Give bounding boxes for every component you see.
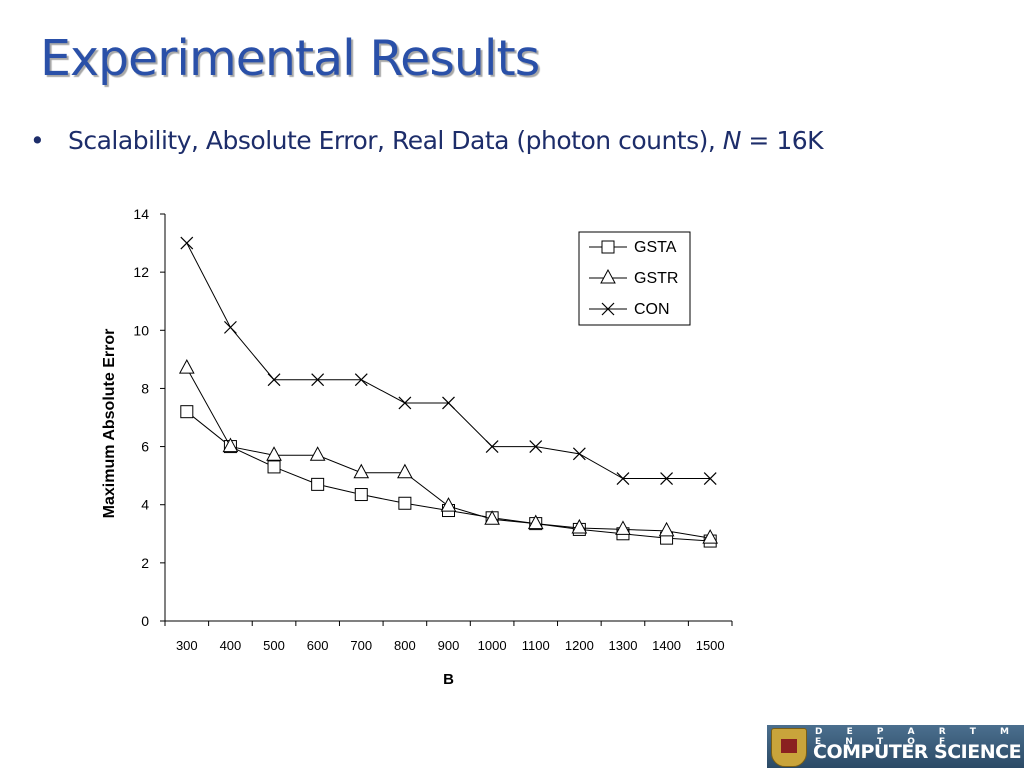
cross-stroke [529, 440, 543, 453]
data-point-gsta [180, 405, 194, 419]
data-point-gsta [398, 496, 412, 510]
data-point-gsta [311, 477, 325, 491]
data-point-gstr [527, 514, 544, 530]
cross-stroke [442, 396, 455, 410]
data-point-gstr [440, 497, 457, 512]
y-tick-label: 6 [141, 439, 149, 455]
cross-stroke [660, 472, 674, 485]
cross-stroke [223, 320, 237, 334]
y-tick-label: 0 [141, 613, 149, 629]
cross-stroke [616, 472, 630, 485]
bullet-symbol: • [30, 126, 45, 155]
chart-legend: GSTA GSTR CON [578, 231, 691, 326]
y-tick-label: 4 [141, 497, 149, 513]
data-point-gstr [615, 520, 631, 535]
data-point-gstr [484, 510, 500, 525]
y-tick-label: 12 [133, 264, 149, 280]
series-con [180, 236, 717, 485]
cross-stroke [485, 440, 499, 453]
cross-stroke [180, 236, 194, 250]
cross-stroke [703, 472, 717, 485]
cross-stroke [572, 447, 586, 461]
data-point-gstr [178, 359, 195, 374]
data-point-gsta [267, 460, 281, 474]
legend-label-gstr: GSTR [634, 270, 678, 287]
x-tick-label: 1000 [478, 638, 507, 653]
legend-marker-gstr [600, 268, 616, 284]
bullet-text-end: = 16K [740, 126, 824, 155]
cross-stroke [601, 302, 615, 316]
data-point-gstr [309, 446, 326, 461]
slide-title: Experimental Results [40, 30, 540, 87]
x-tick-label: 700 [350, 638, 372, 653]
y-axis-title: Maximum Absolute Error [101, 329, 118, 519]
x-tick-label: 1400 [652, 638, 681, 653]
department-logo: D E P A R T M E N T O F COMPUTER SCIENCE [767, 725, 1024, 768]
legend-marker-con [601, 302, 615, 316]
legend-marker-gsta [601, 240, 615, 254]
x-tick-label: 900 [438, 638, 460, 653]
data-point-con [485, 440, 499, 453]
series-gstr [178, 359, 719, 544]
x-tick-label: 1500 [696, 638, 725, 653]
x-axis-title: B [443, 671, 454, 688]
data-point-gstr [266, 446, 282, 461]
y-tick-label: 10 [133, 322, 149, 338]
x-tick-label: 600 [307, 638, 329, 653]
series-line-gsta [186, 411, 711, 542]
data-point-con [311, 373, 325, 387]
data-point-con [572, 447, 586, 461]
university-crest-icon [771, 728, 807, 767]
cross-stroke [354, 373, 368, 387]
data-point-con [529, 440, 543, 453]
data-point-con [703, 472, 717, 485]
cross-stroke [267, 373, 281, 387]
x-tick-label: 1300 [609, 638, 638, 653]
data-point-gstr [658, 521, 675, 537]
x-tick-label: 400 [220, 638, 242, 653]
cross-stroke [398, 396, 412, 410]
bullet-italic-n: N [722, 126, 742, 155]
y-tick-label: 14 [133, 206, 149, 222]
x-tick-label: 300 [176, 638, 198, 653]
data-point-gstr [397, 463, 413, 479]
logo-department-text: D E P A R T M E N T O F [815, 727, 1020, 747]
legend-label-con: CON [634, 301, 670, 318]
y-tick-label: 8 [141, 380, 149, 396]
data-point-gstr [222, 437, 239, 453]
data-point-con [660, 472, 674, 485]
data-point-con [354, 373, 368, 387]
x-tick-label: 500 [263, 638, 285, 653]
y-tick-label: 2 [141, 555, 149, 571]
data-point-con [267, 373, 281, 387]
x-tick-label: 1100 [522, 638, 550, 653]
series-gsta [180, 405, 717, 548]
data-point-con [180, 236, 194, 250]
data-point-con [442, 396, 455, 410]
bullet-text: Scalability, Absolute Error, Real Data (… [68, 126, 723, 155]
data-point-gsta [354, 488, 368, 502]
data-point-con [616, 472, 630, 485]
x-tick-label: 800 [394, 638, 416, 653]
data-point-con [398, 396, 412, 410]
logo-computer-science-text: COMPUTER SCIENCE [813, 741, 1022, 763]
data-point-gstr [353, 463, 370, 479]
data-point-con [223, 320, 237, 334]
x-tick-label: 1200 [565, 638, 594, 653]
bullet-item: • Scalability, Absolute Error, Real Data … [30, 126, 824, 155]
data-point-gstr [702, 529, 719, 544]
data-point-gstr [571, 518, 588, 534]
cross-stroke [311, 373, 325, 387]
legend-label-gsta: GSTA [634, 239, 677, 256]
